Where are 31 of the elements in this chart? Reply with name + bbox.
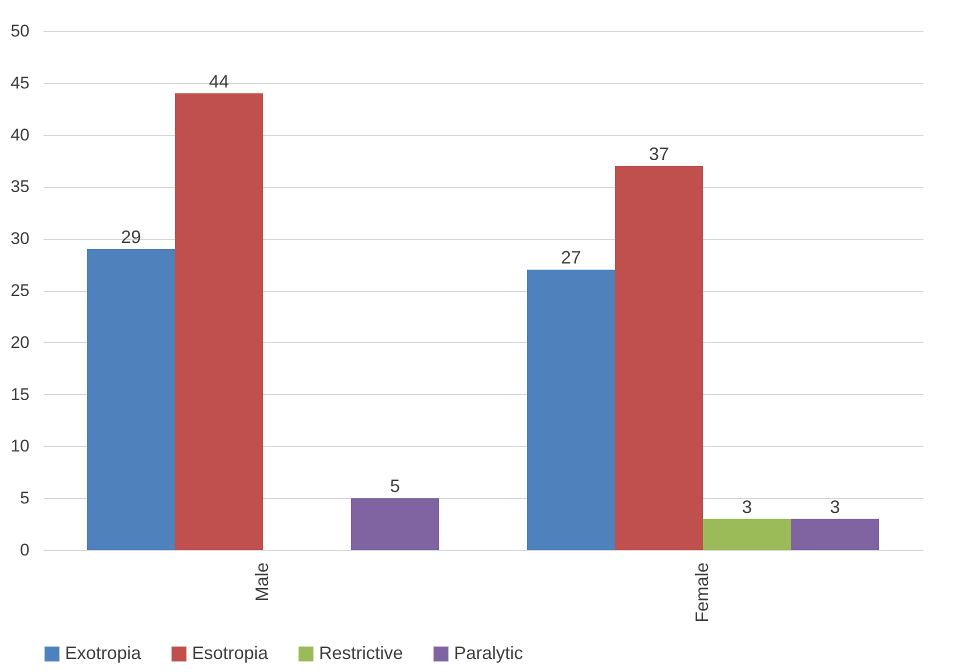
y-tick-label: 25 — [10, 281, 30, 300]
bar — [615, 166, 703, 550]
y-tick-label: 45 — [10, 73, 30, 92]
y-tick-label: 15 — [10, 384, 30, 404]
legend-label: Restrictive — [319, 643, 404, 663]
y-tick-label: 30 — [10, 229, 30, 248]
y-tick-label: 35 — [10, 177, 30, 196]
data-label: 29 — [120, 226, 142, 247]
data-label: 27 — [560, 248, 582, 268]
bar — [175, 93, 263, 550]
data-label: 3 — [742, 496, 752, 517]
y-tick-label: 10 — [10, 436, 30, 456]
y-tick-label: 40 — [10, 125, 30, 144]
bar — [527, 270, 615, 550]
y-tick-label: 0 — [20, 540, 30, 560]
legend-label: Exotropia — [65, 643, 142, 663]
bar — [351, 498, 439, 550]
bar — [87, 248, 175, 550]
x-tick-label: Female — [692, 562, 712, 623]
data-label: 37 — [648, 144, 670, 164]
data-label: 44 — [208, 71, 230, 92]
y-tick-label: 50 — [10, 22, 30, 40]
data-label: 5 — [390, 476, 400, 496]
y-tick-label: 20 — [10, 332, 30, 352]
legend-label: Esotropia — [192, 643, 270, 663]
y-tick-label: 5 — [20, 488, 30, 508]
legend-label: Paralytic — [454, 643, 524, 663]
data-label: 3 — [830, 496, 840, 517]
x-tick-label: Male — [252, 562, 272, 602]
bar — [703, 518, 791, 550]
bar — [791, 518, 879, 550]
